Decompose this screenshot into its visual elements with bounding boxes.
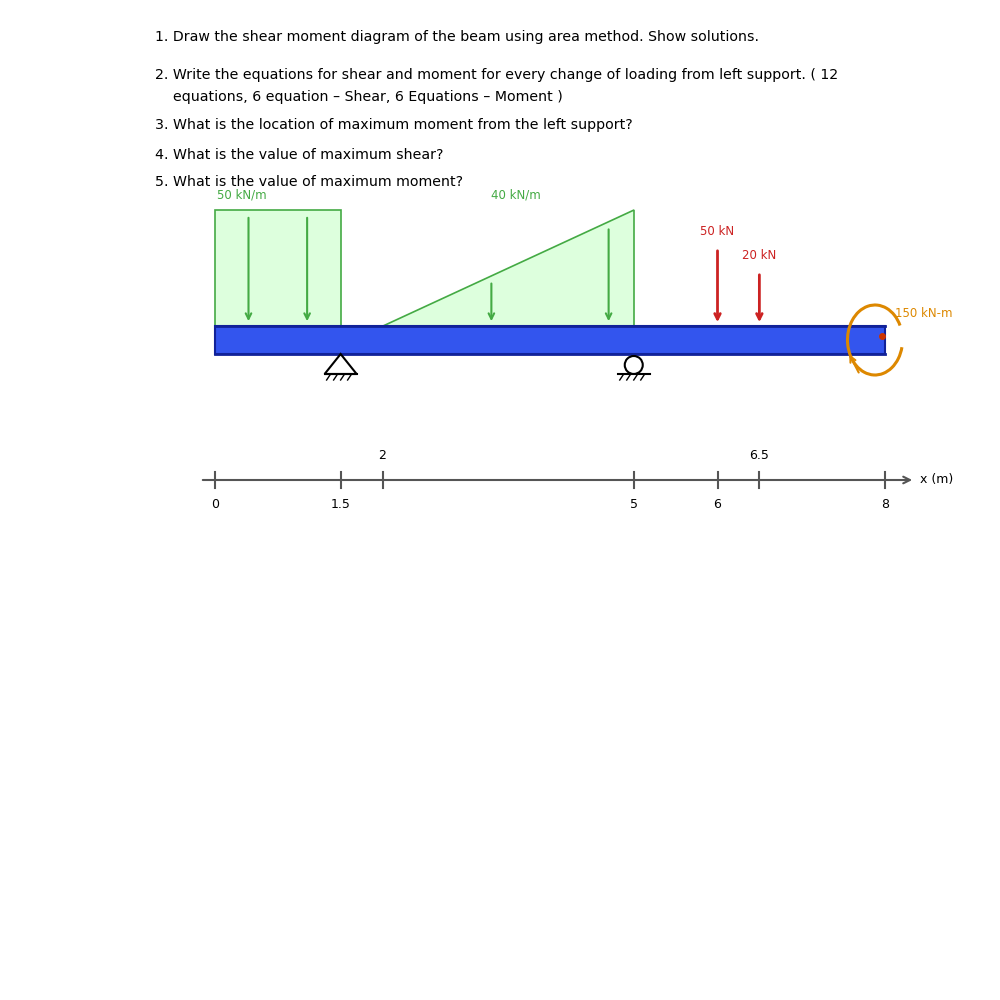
- Text: 50 kN: 50 kN: [700, 225, 735, 238]
- Text: 6.5: 6.5: [749, 449, 769, 462]
- Text: x (m): x (m): [920, 474, 953, 487]
- Text: 5: 5: [630, 498, 638, 511]
- Text: 1.5: 1.5: [331, 498, 351, 511]
- Text: 8: 8: [881, 498, 889, 511]
- Text: 50 kN/m: 50 kN/m: [217, 189, 267, 202]
- Text: 3. What is the location of maximum moment from the left support?: 3. What is the location of maximum momen…: [155, 118, 633, 132]
- Text: 0: 0: [211, 498, 219, 511]
- Polygon shape: [382, 210, 634, 326]
- Text: 20 kN: 20 kN: [742, 249, 776, 262]
- Text: 2. Write the equations for shear and moment for every change of loading from lef: 2. Write the equations for shear and mom…: [155, 68, 838, 82]
- Bar: [215, 326, 885, 354]
- Text: 40 kN/m: 40 kN/m: [491, 189, 541, 202]
- Text: 5. What is the value of maximum moment?: 5. What is the value of maximum moment?: [155, 175, 463, 189]
- Text: 150 kN-m: 150 kN-m: [895, 307, 952, 320]
- Text: 2: 2: [379, 449, 386, 462]
- Bar: [215, 210, 341, 326]
- Text: 6: 6: [714, 498, 721, 511]
- Text: equations, 6 equation – Shear, 6 Equations – Moment ): equations, 6 equation – Shear, 6 Equatio…: [155, 90, 563, 104]
- Text: 1. Draw the shear moment diagram of the beam using area method. Show solutions.: 1. Draw the shear moment diagram of the …: [155, 30, 759, 44]
- Text: 4. What is the value of maximum shear?: 4. What is the value of maximum shear?: [155, 148, 444, 162]
